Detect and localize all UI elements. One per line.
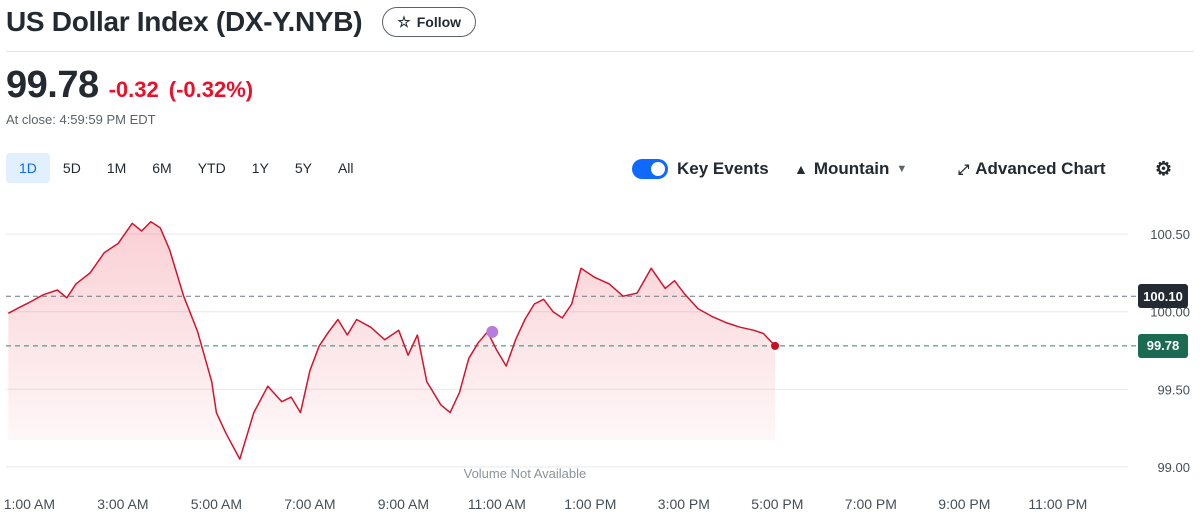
price-area-fill bbox=[8, 221, 776, 460]
range-tab-ytd[interactable]: YTD bbox=[197, 160, 226, 176]
mountain-icon: ▲ bbox=[794, 161, 808, 177]
volume-not-available-note: Volume Not Available bbox=[464, 466, 587, 481]
page-title: US Dollar Index (DX-Y.NYB) bbox=[6, 6, 363, 37]
gear-icon: ⚙ bbox=[1155, 158, 1173, 180]
advanced-chart-label: Advanced Chart bbox=[975, 159, 1106, 178]
chevron-down-icon: ▼ bbox=[896, 163, 908, 175]
last-price: 99.78 bbox=[6, 64, 99, 106]
y-tick-label: 99.00 bbox=[1157, 460, 1190, 475]
toggle-switch[interactable] bbox=[632, 159, 668, 179]
last-price-dot bbox=[771, 341, 780, 350]
quote-header: US Dollar Index (DX-Y.NYB) ☆ Follow bbox=[6, 6, 477, 38]
time-range-tabs: 1D 5D 1M 6M YTD 1Y 5Y All bbox=[6, 153, 367, 183]
x-tick-label: 5:00 PM bbox=[751, 496, 803, 512]
y-tick-label: 100.50 bbox=[1150, 227, 1190, 242]
x-tick-label: 7:00 AM bbox=[284, 496, 335, 512]
range-tab-1y[interactable]: 1Y bbox=[251, 160, 269, 176]
settings-button[interactable]: ⚙ bbox=[1155, 153, 1172, 185]
advanced-chart-button[interactable]: ⤢ Advanced Chart bbox=[958, 153, 1106, 185]
range-tab-6m[interactable]: 6M bbox=[152, 160, 172, 176]
chart-type-dropdown[interactable]: ▲ Mountain ▼ bbox=[794, 153, 907, 185]
price-change: -0.32 bbox=[108, 77, 159, 102]
header-divider bbox=[6, 51, 1194, 52]
price-row: 99.78 -0.32 (-0.32%) bbox=[6, 64, 253, 107]
x-tick-label: 11:00 AM bbox=[468, 496, 526, 512]
y-tick-label: 100.00 bbox=[1150, 305, 1190, 320]
x-tick-label: 1:00 PM bbox=[564, 496, 616, 512]
y-tick-label: 99.50 bbox=[1157, 382, 1190, 397]
follow-button[interactable]: ☆ Follow bbox=[382, 7, 477, 37]
x-tick-label: 11:00 PM bbox=[1028, 496, 1087, 512]
price-line bbox=[7, 220, 776, 460]
last-price-badge: 99.78 bbox=[1138, 333, 1188, 358]
range-tab-5y[interactable]: 5Y bbox=[294, 160, 312, 176]
expand-arrows-icon: ⤢ bbox=[958, 160, 970, 177]
range-tab-1d[interactable]: 1D bbox=[6, 153, 50, 183]
range-tab-5d[interactable]: 5D bbox=[62, 160, 81, 176]
x-tick-label: 9:00 AM bbox=[378, 496, 429, 512]
key-events-toggle[interactable]: Key Events bbox=[632, 153, 769, 185]
x-tick-label: 3:00 AM bbox=[97, 496, 148, 512]
close-timestamp: At close: 4:59:59 PM EDT bbox=[6, 112, 156, 127]
key-events-label: Key Events bbox=[677, 159, 769, 178]
range-tab-all[interactable]: All bbox=[337, 160, 354, 176]
x-tick-label: 1:00 AM bbox=[4, 496, 55, 512]
follow-label: Follow bbox=[416, 14, 462, 30]
range-tab-1m[interactable]: 1M bbox=[106, 160, 127, 176]
x-tick-label: 7:00 PM bbox=[845, 496, 897, 512]
x-tick-label: 9:00 PM bbox=[938, 496, 990, 512]
key-event-marker bbox=[486, 325, 499, 338]
x-tick-label: 3:00 PM bbox=[658, 496, 710, 512]
star-icon: ☆ bbox=[397, 14, 411, 31]
price-chart[interactable]: 100.50 100.00 99.50 99.00 Volume Not Availab… bbox=[0, 200, 1200, 520]
previous-close-badge: 100.10 bbox=[1138, 284, 1188, 309]
chart-type-label: Mountain bbox=[813, 159, 890, 178]
x-tick-label: 5:00 AM bbox=[191, 496, 242, 512]
price-change-percent: (-0.32%) bbox=[168, 77, 254, 102]
